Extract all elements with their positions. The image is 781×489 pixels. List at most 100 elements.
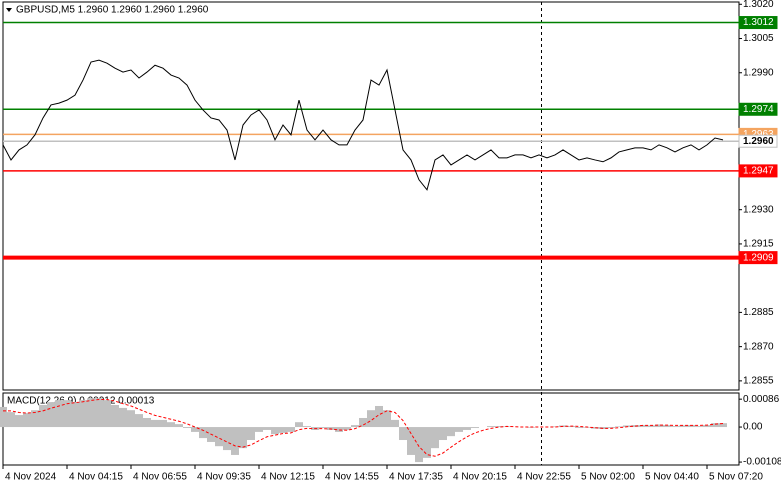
macd-bar bbox=[487, 426, 495, 428]
level-box bbox=[738, 251, 778, 265]
macd-bar bbox=[383, 410, 391, 428]
macd-bar bbox=[175, 424, 183, 428]
level-label: 1.2974 bbox=[743, 104, 774, 115]
y-tick-label: 1.2990 bbox=[743, 67, 774, 78]
macd-bar bbox=[647, 425, 655, 428]
macd-bar bbox=[359, 417, 367, 428]
macd-bar bbox=[639, 425, 647, 428]
macd-bar bbox=[0, 406, 7, 428]
y-tick-label: 1.2930 bbox=[743, 204, 774, 215]
macd-bar bbox=[103, 400, 111, 428]
level-label: 1.2960 bbox=[743, 136, 774, 147]
x-tick-label: 4 Nov 06:55 bbox=[133, 472, 187, 483]
macd-bar bbox=[255, 427, 263, 432]
symbol-arrow bbox=[6, 8, 12, 12]
x-tick-label: 4 Nov 09:35 bbox=[197, 472, 251, 483]
signal-line bbox=[3, 398, 724, 457]
y-tick-label: -0.00108 bbox=[743, 457, 781, 468]
macd-bar bbox=[551, 426, 559, 428]
macd-bar bbox=[295, 422, 303, 428]
macd-bar bbox=[23, 413, 31, 428]
macd-bar bbox=[167, 422, 175, 428]
macd-bar bbox=[575, 427, 583, 429]
macd-bar bbox=[231, 427, 239, 455]
x-tick-label: 5 Nov 02:00 bbox=[581, 472, 635, 483]
macd-bar bbox=[191, 427, 199, 432]
macd-bar bbox=[351, 425, 359, 428]
macd-bar bbox=[159, 419, 167, 428]
macd-bar bbox=[463, 427, 471, 430]
macd-bar bbox=[71, 402, 79, 428]
level-label: 1.2909 bbox=[743, 252, 774, 263]
macd-bar bbox=[671, 426, 679, 428]
macd-bar bbox=[55, 400, 63, 428]
x-tick-label: 4 Nov 04:15 bbox=[69, 472, 123, 483]
x-tick-label: 4 Nov 12:15 bbox=[261, 472, 315, 483]
macd-bar bbox=[135, 414, 143, 428]
macd-bar bbox=[287, 427, 295, 432]
macd-bar bbox=[143, 417, 151, 428]
level-label: 1.2963 bbox=[743, 129, 774, 140]
y-tick-label: 1.3005 bbox=[743, 33, 774, 44]
macd-bar bbox=[655, 424, 663, 428]
macd-bar bbox=[79, 400, 87, 428]
price-line bbox=[2, 59, 724, 191]
macd-bar bbox=[679, 425, 687, 428]
y-tick-label: 1.2870 bbox=[743, 341, 774, 352]
y-tick-label: 1.2885 bbox=[743, 307, 774, 318]
macd-bar bbox=[319, 427, 327, 429]
price-panel bbox=[2, 1, 740, 391]
macd-bar bbox=[703, 425, 711, 428]
macd-bar bbox=[607, 427, 615, 429]
macd-panel bbox=[2, 392, 740, 466]
macd-bar bbox=[471, 427, 479, 429]
x-tick-label: 4 Nov 14:55 bbox=[325, 472, 379, 483]
macd-bar bbox=[151, 419, 159, 428]
macd-bar bbox=[63, 400, 71, 428]
macd-bar bbox=[631, 425, 639, 428]
macd-bar bbox=[375, 405, 383, 428]
macd-bar bbox=[119, 407, 127, 428]
macd-bar bbox=[95, 398, 103, 428]
macd-bar bbox=[343, 427, 351, 430]
macd-bar bbox=[127, 410, 135, 428]
level-box bbox=[738, 164, 778, 178]
macd-bar bbox=[31, 410, 39, 428]
x-tick-label: 5 Nov 07:20 bbox=[709, 472, 763, 483]
y-tick-label: 1.2855 bbox=[743, 376, 774, 387]
y-tick-label: 0.00 bbox=[743, 422, 763, 433]
macd-bar bbox=[591, 427, 599, 429]
macd-bar bbox=[391, 419, 399, 428]
macd-bar bbox=[223, 427, 231, 451]
macd-bar bbox=[663, 425, 671, 428]
x-tick-label: 5 Nov 04:40 bbox=[645, 472, 699, 483]
level-box bbox=[738, 102, 778, 116]
macd-bar bbox=[423, 427, 431, 458]
x-tick-label: 4 Nov 20:15 bbox=[453, 472, 507, 483]
macd-bar bbox=[15, 415, 23, 428]
y-tick-label: 1.2915 bbox=[743, 239, 774, 250]
macd-bar bbox=[447, 427, 455, 437]
macd-bar bbox=[695, 426, 703, 428]
y-tick-label: 1.3020 bbox=[743, 0, 774, 10]
macd-bar bbox=[407, 427, 415, 455]
macd-bar bbox=[415, 427, 423, 463]
macd-bar bbox=[47, 402, 55, 428]
level-label: 1.3012 bbox=[743, 17, 774, 28]
x-tick-label: 4 Nov 17:35 bbox=[389, 472, 443, 483]
macd-bar bbox=[39, 405, 47, 428]
level-box bbox=[738, 16, 778, 30]
macd-bar bbox=[303, 426, 311, 428]
macd-bar bbox=[431, 427, 439, 449]
macd-bar bbox=[263, 427, 271, 430]
macd-bar bbox=[367, 410, 375, 428]
macd-bar bbox=[183, 427, 191, 429]
macd-bar bbox=[111, 405, 119, 428]
macd-bar bbox=[271, 427, 279, 435]
macd-bar bbox=[455, 427, 463, 432]
macd-bar bbox=[719, 423, 727, 428]
level-label: 1.2947 bbox=[743, 166, 774, 177]
macd-bar bbox=[495, 426, 503, 428]
